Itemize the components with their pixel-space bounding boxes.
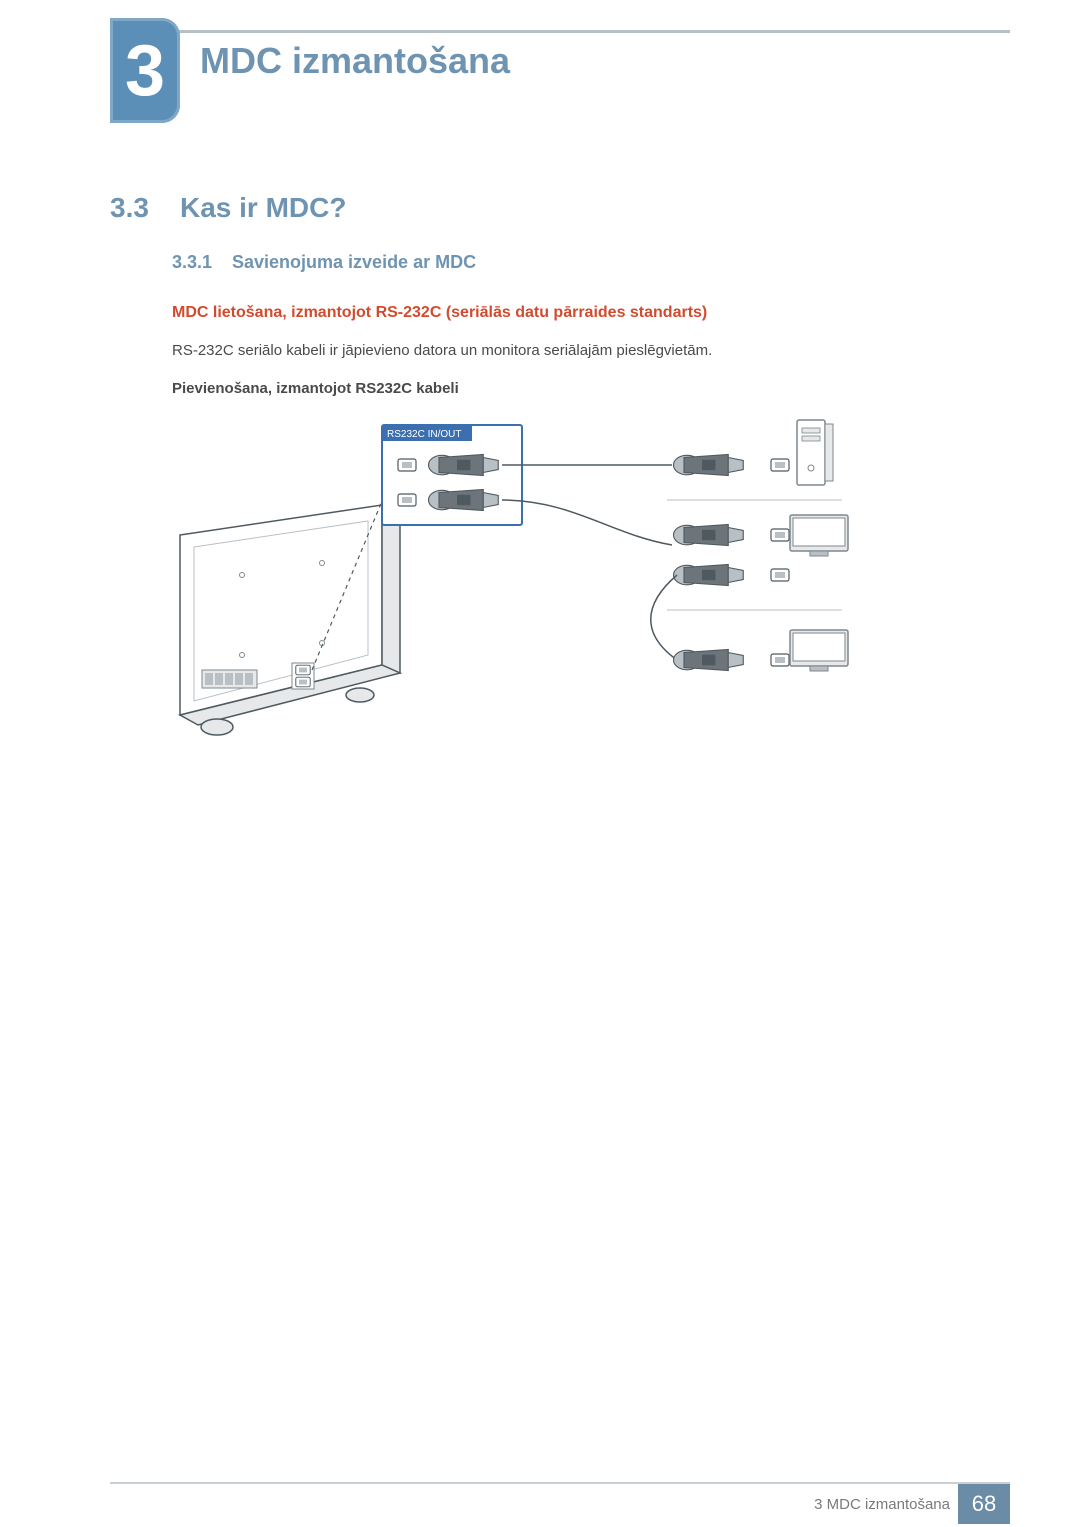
footer: 3 MDC izmantošana 68 <box>0 1482 1080 1527</box>
main-monitor-icon <box>180 505 400 735</box>
chapter-badge: 3 <box>110 18 180 123</box>
footer-text: 3 MDC izmantošana <box>814 1496 950 1513</box>
section-number: 3.3 <box>110 192 149 224</box>
page: 3 MDC izmantošana 3.3 Kas ir MDC? 3.3.1 … <box>0 0 1080 1527</box>
display-icon <box>790 630 848 671</box>
chapter-title: MDC izmantošana <box>200 40 510 82</box>
section-title: Kas ir MDC? <box>180 192 346 224</box>
bold-subheading: Pievienošana, izmantojot RS232C kabeli <box>172 380 459 397</box>
connection-diagram: RS232C IN/OUT <box>172 415 852 745</box>
header-rule <box>110 30 1010 33</box>
display-icon <box>790 515 848 556</box>
pc-tower-icon <box>797 420 833 485</box>
footer-rule <box>110 1482 1010 1484</box>
red-heading: MDC lietošana, izmantojot RS-232C (seriā… <box>172 304 707 322</box>
port-label: RS232C IN/OUT <box>387 429 461 440</box>
page-number: 68 <box>972 1491 996 1517</box>
callout-box: RS232C IN/OUT <box>382 425 522 525</box>
page-number-badge: 68 <box>958 1484 1010 1524</box>
subsection-number: 3.3.1 <box>172 252 212 273</box>
subsection-title: Savienojuma izveide ar MDC <box>232 252 476 273</box>
chapter-number: 3 <box>125 35 165 107</box>
body-text: RS-232C seriālo kabeli ir jāpievieno dat… <box>172 342 712 359</box>
